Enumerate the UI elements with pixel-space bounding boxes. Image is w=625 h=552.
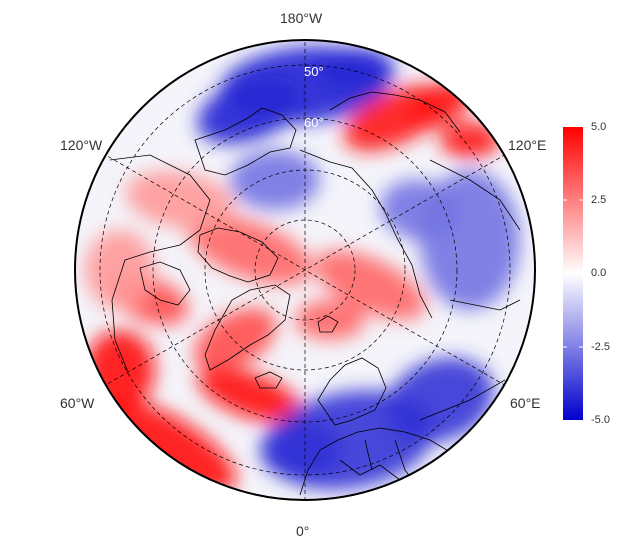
north-america-coast bbox=[109, 154, 211, 373]
lon-label-120e: 120°E bbox=[508, 137, 547, 153]
svalbard-coast bbox=[317, 315, 339, 333]
lon-label-60w: 60°W bbox=[60, 395, 95, 411]
colorbar-ticks bbox=[563, 199, 583, 348]
meridian-120w-60e bbox=[101, 152, 509, 388]
lon-label-0: 0° bbox=[296, 523, 310, 539]
anomaly-arctic-ring-positive-1 bbox=[314, 250, 426, 320]
anomaly-bering-negative-1 bbox=[197, 76, 303, 144]
lon-label-120w: 120°W bbox=[60, 137, 103, 153]
lon-label-60e: 60°E bbox=[510, 395, 541, 411]
hudson-bay-coast bbox=[139, 261, 191, 306]
map-disk bbox=[75, 40, 535, 500]
anomaly-europe-negative-1 bbox=[386, 357, 494, 443]
anomaly-field bbox=[85, 46, 520, 493]
arctic-archipelago-coast bbox=[197, 227, 279, 283]
kamchatka-coast bbox=[329, 91, 461, 133]
anomaly-canada-positive-0 bbox=[125, 170, 235, 230]
colorbar-tick-2-5: 2.5 bbox=[591, 194, 607, 206]
anomaly-europe-negative-2 bbox=[260, 420, 340, 480]
anomaly-atlantic-positive-1 bbox=[197, 367, 303, 423]
colorbar-tick-neg-2-5: -2.5 bbox=[591, 341, 610, 353]
lat-label-60: 60° bbox=[304, 115, 324, 130]
map-frame bbox=[74, 39, 536, 501]
anomaly-kamchatka-positive-2 bbox=[440, 122, 500, 158]
anomaly-siberia-negative-1 bbox=[380, 179, 460, 241]
asia-borders bbox=[419, 159, 521, 421]
greenland-coast bbox=[204, 284, 291, 371]
lat-label-50: 50° bbox=[304, 64, 324, 79]
colorbar-tick-5: 5.0 bbox=[591, 121, 607, 133]
lon-label-180w: 180°W bbox=[280, 10, 323, 26]
anomaly-arctic-ring-positive-0 bbox=[188, 215, 312, 285]
lat-circle-80 bbox=[254, 219, 356, 321]
colorbar-tick-neg-5: -5.0 bbox=[591, 414, 610, 426]
anomaly-greenland-positive-0 bbox=[193, 308, 277, 372]
iceland-coast bbox=[254, 371, 283, 389]
coastlines bbox=[109, 91, 521, 496]
siberia-coast bbox=[299, 149, 433, 319]
europe-coast bbox=[299, 427, 456, 496]
colorbar-bar bbox=[563, 127, 583, 420]
anomaly-arctic-ring-positive-2 bbox=[295, 300, 365, 340]
anomaly-canada-positive-1 bbox=[85, 230, 155, 310]
graticule bbox=[99, 40, 511, 500]
alaska-coast bbox=[194, 107, 297, 176]
colorbar-tick-0: 0.0 bbox=[591, 267, 607, 279]
lat-circle-50 bbox=[99, 64, 511, 476]
anomaly-siberia-negative-2 bbox=[230, 150, 320, 210]
scandinavia-coast bbox=[317, 357, 387, 426]
anomaly-bering-negative-2 bbox=[315, 48, 395, 92]
